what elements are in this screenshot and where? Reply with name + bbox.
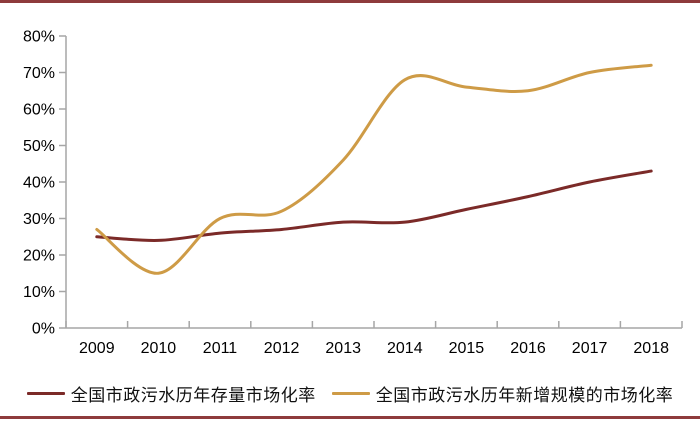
- x-tick-label: 2013: [325, 340, 361, 357]
- series-line-1: [95, 63, 653, 275]
- y-tick-label: 50%: [23, 138, 55, 155]
- y-tick-label: 10%: [23, 284, 55, 301]
- chart-legend: 全国市政污水历年存量市场化率 全国市政污水历年新增规模的市场化率: [0, 381, 700, 406]
- legend-item-new-scale: 全国市政污水历年新增规模的市场化率: [331, 381, 674, 406]
- series-lines: [95, 63, 653, 275]
- x-tick-label: 2016: [510, 340, 546, 357]
- stock-series-swatch: [26, 392, 65, 395]
- series-line-0: [95, 169, 653, 242]
- x-tick-label: 2014: [387, 340, 423, 357]
- legend-item-stock: 全国市政污水历年存量市场化率: [26, 381, 316, 406]
- y-tick-label: 0%: [32, 321, 55, 338]
- bottom-rule: [0, 416, 700, 419]
- y-tick-label: 70%: [23, 65, 55, 82]
- new-scale-series-swatch: [331, 392, 370, 395]
- x-axis: 2009 2010 2011 2012 2013 2014 2015 2016 2017 2018: [65, 321, 683, 357]
- x-tick-label: 2009: [79, 340, 115, 357]
- x-tick-label: 2015: [449, 340, 485, 357]
- y-tick-label: 40%: [23, 175, 55, 192]
- stock-series-label: 全国市政污水历年存量市场化率: [70, 386, 316, 406]
- top-rule: [0, 0, 700, 3]
- y-axis: 0% 10% 20% 30% 40% 50% 60% 70% 80%: [23, 29, 67, 338]
- new-scale-series-label: 全国市政污水历年新增规模的市场化率: [375, 386, 674, 406]
- x-tick-label: 2018: [633, 340, 669, 357]
- x-tick-label: 2017: [572, 340, 608, 357]
- y-tick-label: 60%: [23, 102, 55, 119]
- y-tick-label: 20%: [23, 248, 55, 265]
- y-tick-label: 30%: [23, 211, 55, 228]
- x-tick-label: 2012: [264, 340, 300, 357]
- y-tick-label: 80%: [23, 29, 55, 46]
- x-tick-label: 2010: [141, 340, 177, 357]
- x-tick-label: 2011: [203, 340, 238, 357]
